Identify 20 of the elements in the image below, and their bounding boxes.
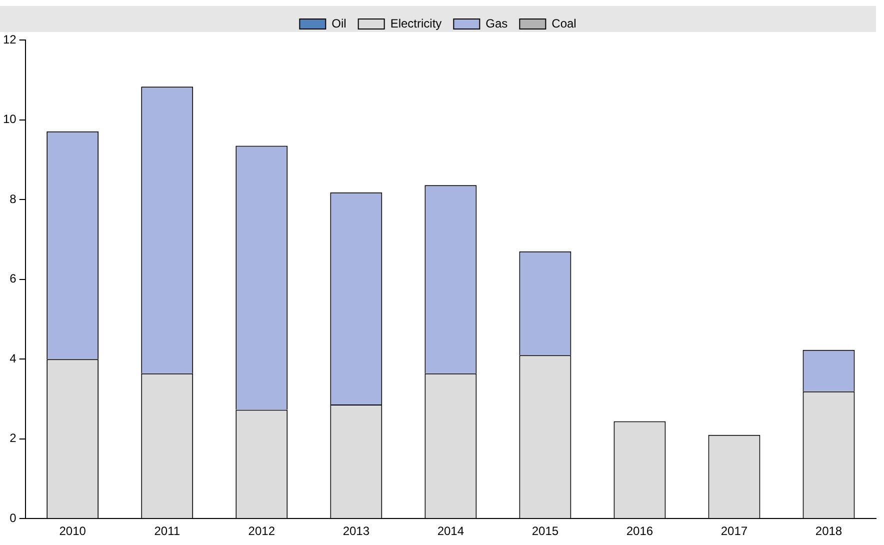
y-tick-label: 4: [10, 351, 17, 366]
x-tick-label: 2013: [342, 524, 370, 538]
legend-label: Gas: [486, 16, 508, 30]
x-tick-label: 2015: [532, 524, 559, 538]
x-tick-label: 2016: [626, 524, 654, 538]
legend-label: Coal: [552, 16, 576, 30]
legend-label: Oil: [332, 16, 346, 30]
x-tick-label: 2010: [59, 524, 86, 538]
legend-label: Electricity: [390, 16, 442, 30]
x-tick-label: 2011: [154, 524, 180, 538]
y-tick-label: 6: [10, 272, 17, 286]
x-tick-label: 2018: [815, 524, 842, 538]
y-tick-label: 12: [2, 32, 17, 46]
x-tick-label: 2014: [437, 524, 464, 538]
y-tick-label: 10: [2, 112, 17, 126]
y-tick-label: 8: [10, 192, 17, 206]
x-tick-label: 2012: [248, 524, 276, 538]
x-tick-label: 2017: [720, 524, 748, 538]
y-tick-label: 0: [10, 510, 17, 525]
y-tick-label: 2: [10, 431, 17, 446]
